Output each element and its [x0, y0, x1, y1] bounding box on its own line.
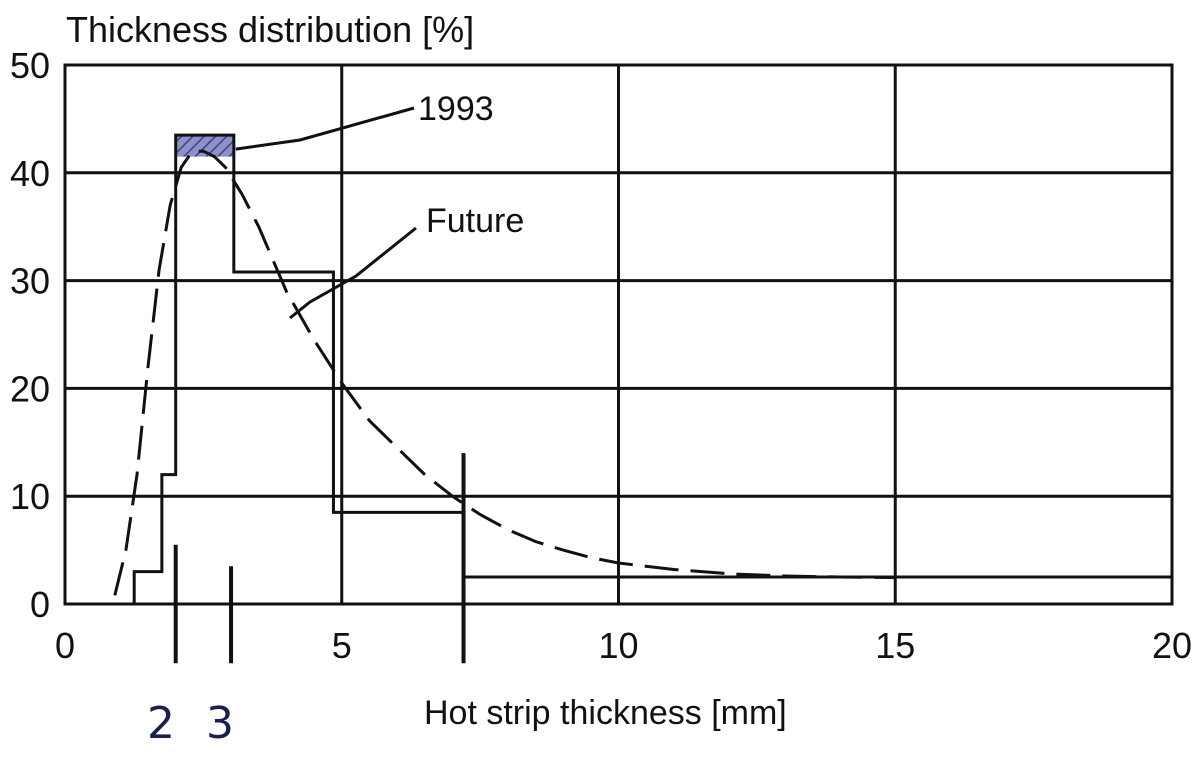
x-tick-label: 15 — [875, 625, 915, 666]
chart-title: Thickness distribution [%] — [66, 9, 474, 50]
annotation-1993: 1993 — [418, 90, 494, 128]
series-future-dashed-curve — [113, 149, 896, 596]
y-tick-label: 40 — [10, 153, 50, 194]
leader-line-future — [289, 226, 417, 320]
leader-line-1993 — [235, 106, 415, 151]
grid-layer — [63, 63, 1174, 606]
x-tick-label: 5 — [332, 625, 352, 666]
series-1993-step-line — [132, 133, 1174, 604]
handwritten-mark-3: 3 — [206, 698, 234, 749]
y-tick-label: 0 — [30, 584, 50, 625]
handwritten-mark-2: 2 — [147, 698, 175, 749]
annotation-future: Future — [426, 202, 524, 240]
x-tick-label: 10 — [598, 625, 638, 666]
series-layer — [113, 106, 1174, 604]
x-tick-label: 20 — [1152, 625, 1192, 666]
y-tick-label: 20 — [10, 368, 50, 409]
y-tick-label: 50 — [10, 45, 50, 86]
marker-layer — [173, 453, 466, 664]
x-tick-label: 0 — [55, 625, 75, 666]
plot-frame — [63, 63, 1174, 606]
text-layer: Thickness distribution [%] Hot strip thi… — [10, 9, 1192, 749]
y-tick-label: 30 — [10, 261, 50, 302]
x-axis-label: Hot strip thickness [mm] — [424, 694, 787, 732]
hatched-region — [175, 135, 234, 157]
y-tick-label: 10 — [10, 476, 50, 517]
